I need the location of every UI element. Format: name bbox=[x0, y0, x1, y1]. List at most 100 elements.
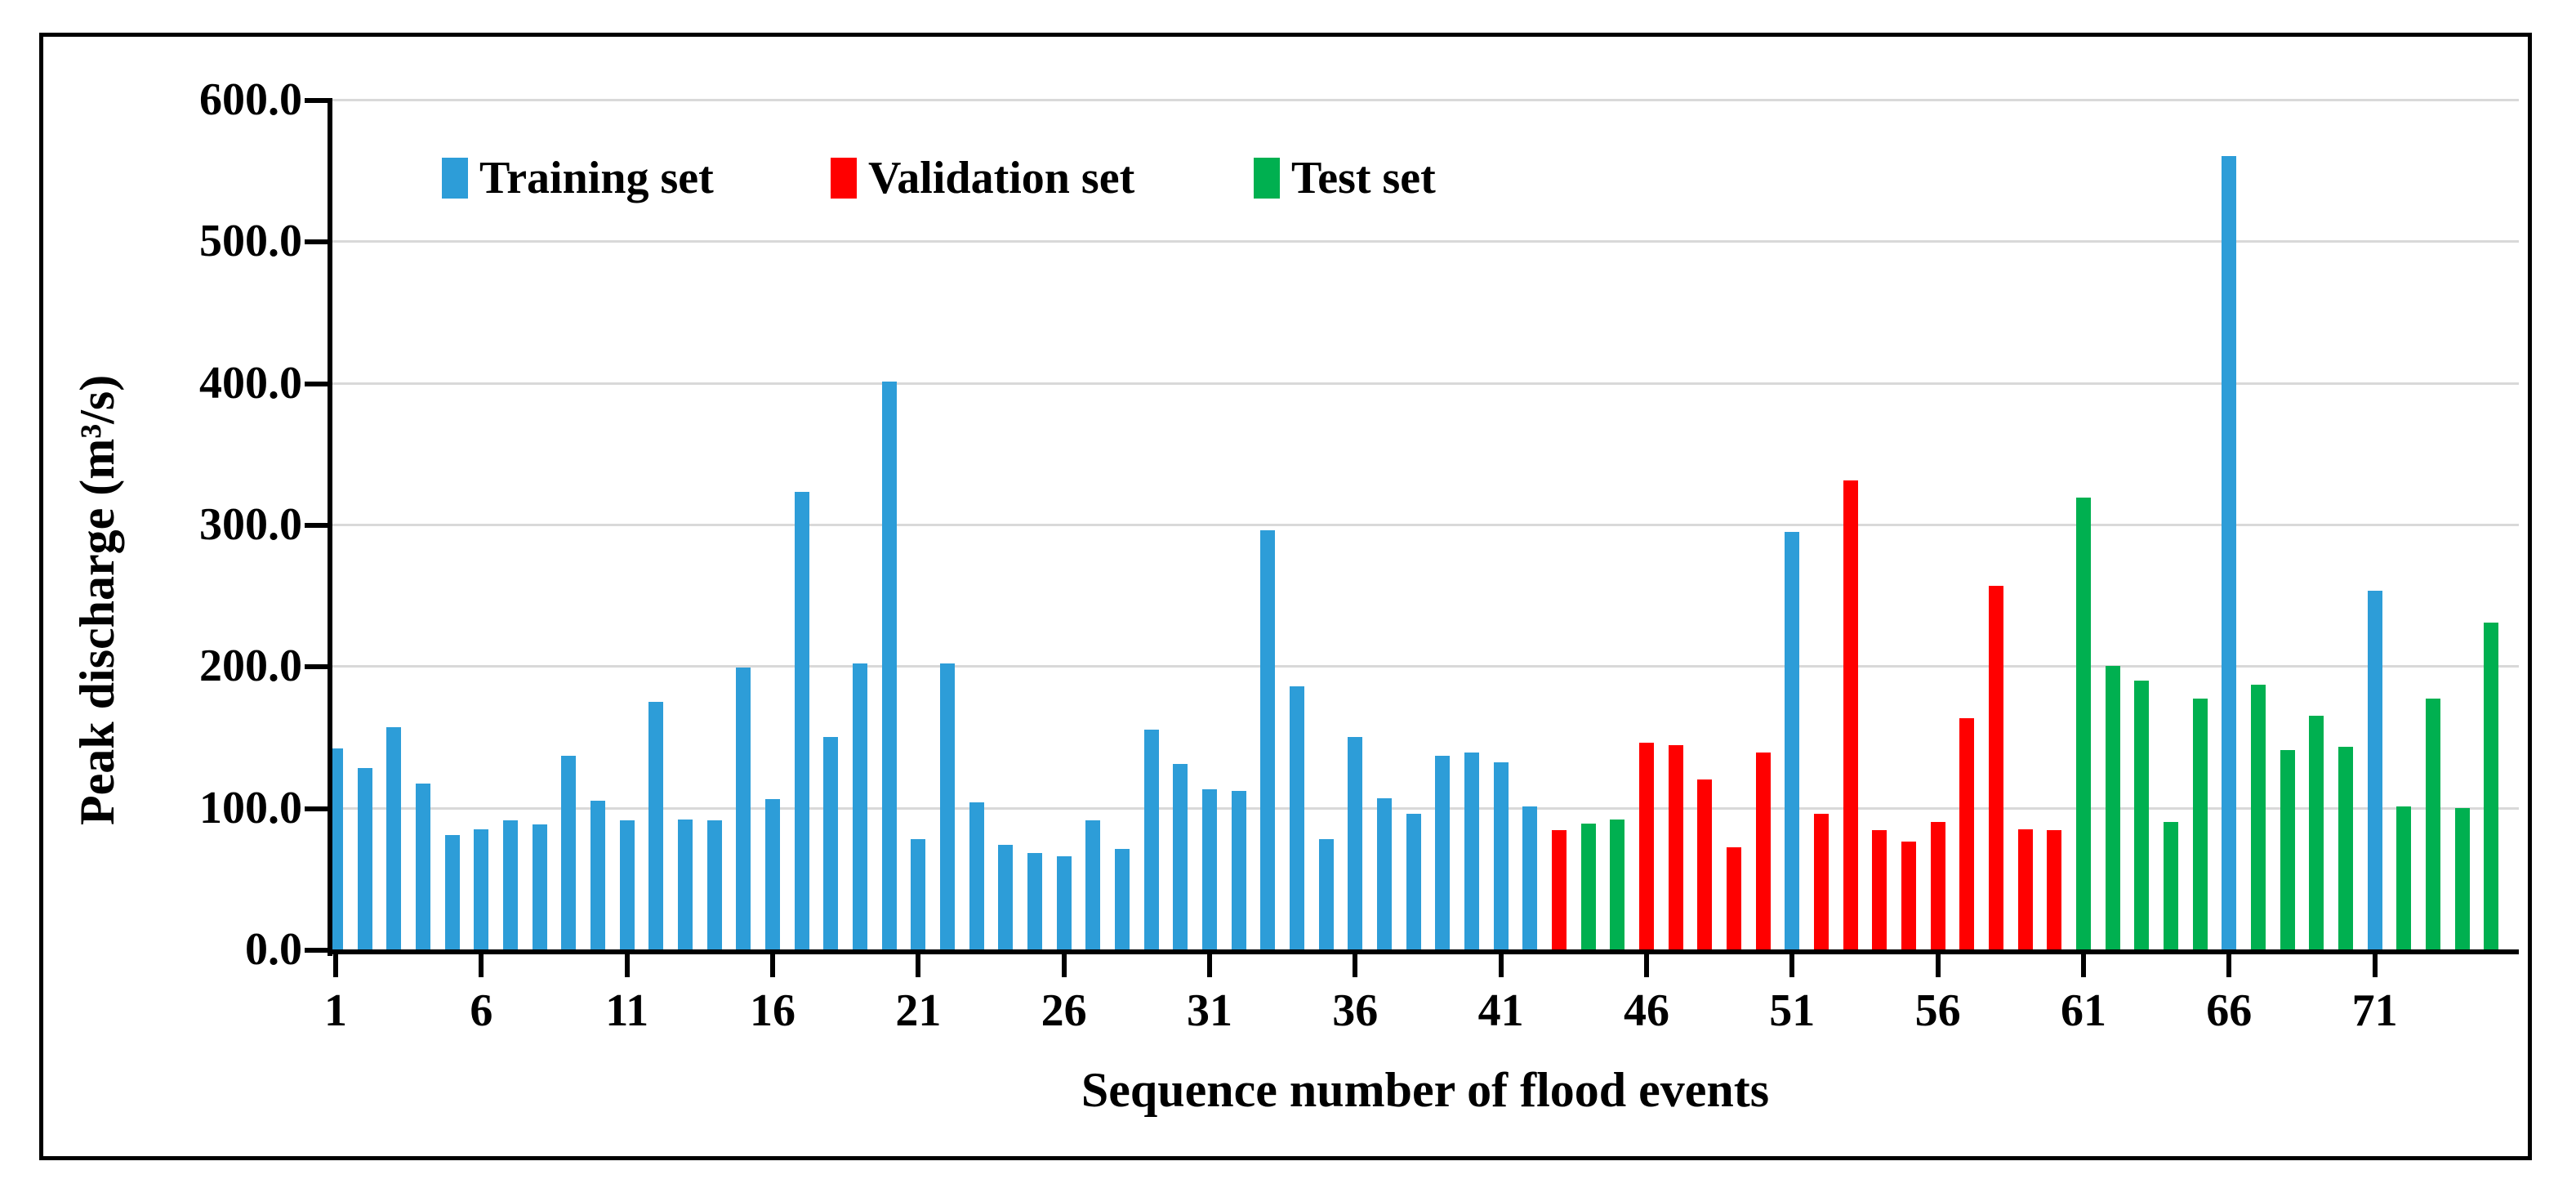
x-tick-46 bbox=[1643, 954, 1649, 977]
x-tick-16 bbox=[769, 954, 775, 977]
bar-event-18 bbox=[823, 737, 839, 949]
y-tick-100 bbox=[305, 806, 328, 811]
gridline-300 bbox=[332, 524, 2519, 526]
y-tick-500 bbox=[305, 239, 328, 245]
legend-item-val: Validation set bbox=[831, 154, 1134, 203]
bar-event-46 bbox=[1638, 742, 1654, 949]
bar-event-75 bbox=[2484, 622, 2499, 949]
x-tick-label-41: 41 bbox=[1477, 985, 1524, 1036]
x-tick-label-36: 36 bbox=[1332, 985, 1379, 1036]
bar-event-24 bbox=[998, 844, 1014, 949]
bar-event-34 bbox=[1289, 686, 1304, 949]
bar-event-13 bbox=[677, 819, 693, 949]
x-axis-line bbox=[328, 949, 2519, 954]
bar-event-30 bbox=[1173, 763, 1188, 949]
val-legend-swatch-icon bbox=[831, 158, 857, 199]
bar-event-59 bbox=[2017, 829, 2033, 949]
bar-event-49 bbox=[1726, 847, 1741, 949]
bar-event-28 bbox=[1114, 848, 1130, 949]
gridline-200 bbox=[332, 665, 2519, 668]
bar-event-10 bbox=[590, 801, 605, 949]
bar-event-63 bbox=[2134, 680, 2150, 949]
x-tick-56 bbox=[1935, 954, 1941, 977]
x-tick-66 bbox=[2226, 954, 2232, 977]
val-legend-label: Validation set bbox=[868, 153, 1135, 203]
x-axis-title: Sequence number of flood events bbox=[1081, 1063, 1770, 1117]
x-tick-label-61: 61 bbox=[2060, 985, 2106, 1036]
bar-event-57 bbox=[1959, 718, 1975, 949]
bar-event-6 bbox=[474, 829, 489, 949]
gridline-600 bbox=[332, 99, 2519, 101]
x-tick-61 bbox=[2080, 954, 2086, 977]
bar-event-8 bbox=[532, 824, 547, 949]
bar-event-48 bbox=[1697, 779, 1713, 949]
bar-event-58 bbox=[1988, 585, 2003, 949]
bar-event-5 bbox=[444, 834, 460, 949]
x-tick-36 bbox=[1353, 954, 1358, 977]
bar-event-42 bbox=[1522, 806, 1538, 949]
x-tick-label-11: 11 bbox=[605, 985, 649, 1036]
bar-event-25 bbox=[1027, 853, 1042, 949]
bar-event-20 bbox=[881, 381, 897, 949]
bar-event-32 bbox=[1231, 790, 1246, 949]
bar-event-71 bbox=[2367, 591, 2382, 949]
x-tick-label-16: 16 bbox=[749, 985, 796, 1036]
gridline-400 bbox=[332, 382, 2519, 385]
y-axis-title: Peak discharge (m³/s) bbox=[70, 374, 124, 825]
bar-event-56 bbox=[1930, 822, 1945, 949]
bar-event-68 bbox=[2280, 749, 2295, 949]
x-tick-label-56: 56 bbox=[1914, 985, 1961, 1036]
x-tick-label-1: 1 bbox=[324, 985, 347, 1036]
bar-event-61 bbox=[2075, 498, 2091, 949]
y-tick-label-200.0: 200.0 bbox=[199, 641, 302, 692]
bar-event-62 bbox=[2105, 666, 2120, 949]
bar-event-27 bbox=[1085, 820, 1101, 949]
bar-event-66 bbox=[2222, 156, 2237, 949]
x-tick-label-66: 66 bbox=[2206, 985, 2253, 1036]
bar-event-12 bbox=[648, 701, 664, 949]
y-tick-400 bbox=[305, 381, 328, 386]
legend-item-train: Training set bbox=[442, 154, 714, 203]
bar-event-72 bbox=[2396, 806, 2412, 949]
x-tick-label-26: 26 bbox=[1041, 985, 1087, 1036]
bar-event-69 bbox=[2309, 716, 2324, 949]
bar-event-52 bbox=[1813, 813, 1829, 949]
bar-event-40 bbox=[1464, 753, 1479, 949]
bar-event-36 bbox=[1348, 737, 1363, 949]
bar-event-22 bbox=[939, 663, 955, 949]
bar-event-37 bbox=[1376, 797, 1392, 949]
bar-event-21 bbox=[911, 838, 926, 949]
bar-event-73 bbox=[2425, 699, 2440, 949]
gridline-100 bbox=[332, 806, 2519, 810]
bar-event-29 bbox=[1143, 730, 1159, 949]
y-tick-label-400.0: 400.0 bbox=[199, 357, 302, 409]
bar-event-39 bbox=[1435, 755, 1451, 949]
bar-event-19 bbox=[852, 663, 867, 949]
bar-event-35 bbox=[1318, 838, 1334, 949]
bar-event-2 bbox=[357, 768, 372, 949]
x-tick-label-46: 46 bbox=[1623, 985, 1669, 1036]
x-tick-31 bbox=[1206, 954, 1212, 977]
x-tick-label-51: 51 bbox=[1769, 985, 1816, 1036]
y-tick-0 bbox=[305, 948, 328, 953]
x-tick-11 bbox=[624, 954, 630, 977]
y-tick-600 bbox=[305, 98, 328, 103]
bar-event-33 bbox=[1260, 529, 1276, 949]
y-axis-line bbox=[328, 98, 332, 956]
bar-event-60 bbox=[2047, 830, 2062, 949]
x-tick-label-31: 31 bbox=[1186, 985, 1232, 1036]
bar-event-14 bbox=[706, 820, 722, 949]
bar-event-43 bbox=[1551, 830, 1567, 949]
bar-event-64 bbox=[2163, 822, 2178, 949]
bar-event-4 bbox=[415, 784, 430, 949]
bar-event-53 bbox=[1843, 480, 1858, 949]
x-tick-26 bbox=[1061, 954, 1067, 977]
y-tick-label-600.0: 600.0 bbox=[199, 74, 302, 125]
bar-event-7 bbox=[502, 820, 518, 949]
bar-event-16 bbox=[764, 799, 780, 949]
bar-event-26 bbox=[1056, 855, 1072, 949]
x-tick-label-21: 21 bbox=[895, 985, 942, 1036]
bar-event-23 bbox=[969, 802, 984, 949]
bar-event-70 bbox=[2338, 747, 2353, 949]
bar-event-54 bbox=[1872, 830, 1887, 949]
